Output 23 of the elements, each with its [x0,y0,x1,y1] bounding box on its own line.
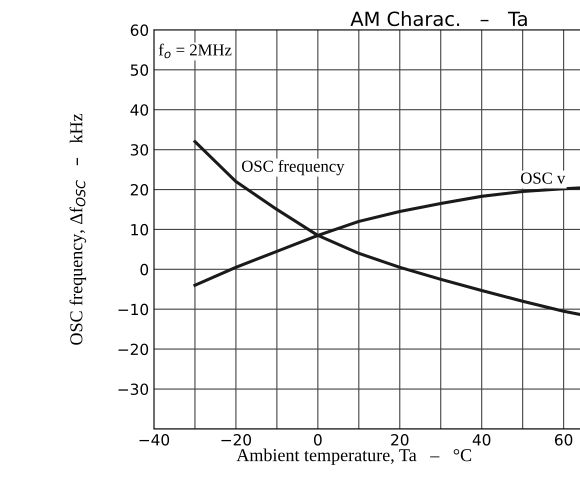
y-tick-label: 50 [130,64,148,76]
x-tick-label: 20 [391,434,408,446]
chart-title: AM Charac. – Ta [350,11,527,26]
annotation: f$_{o}$ = 2MHz [158,44,232,58]
y-tick-label: 40 [130,104,148,116]
y-tick-label: −30 [118,383,148,396]
y-tick-label: 0 [140,264,148,276]
y-tick-label: 30 [130,144,148,156]
x-axis-title: Ambient temperature, Ta – °C [236,448,472,465]
x-tick-label: −20 [221,434,252,446]
y-tick-label: −10 [118,304,148,316]
series-label: OSC frequency [242,160,344,176]
y-tick-label: 60 [130,24,148,36]
y-tick-label: −20 [118,344,148,356]
x-tick-label: −40 [139,434,170,446]
x-tick-label: 0 [314,434,322,446]
x-tick-label: 40 [472,434,490,446]
y-tick-label: 10 [131,224,148,236]
series-label: OSC v [521,172,566,184]
y-axis-title: OSC frequency, Δf$_{OSC}$ – kHz [70,114,86,345]
y-tick-label: 20 [130,184,148,196]
x-tick-label: 60 [554,434,572,446]
line-series [193,140,580,316]
